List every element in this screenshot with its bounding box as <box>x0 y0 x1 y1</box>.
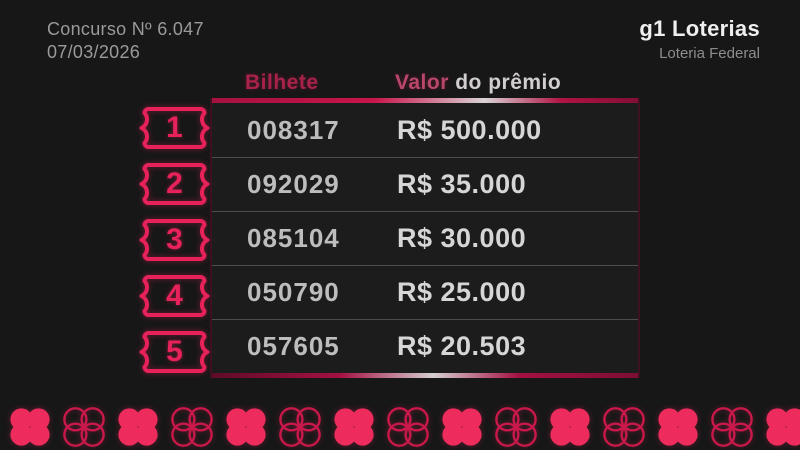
clover-outline-icon <box>171 407 213 447</box>
ticket-icon <box>139 219 210 261</box>
clover-filled-icon <box>550 408 590 446</box>
ticket-icon <box>139 275 210 317</box>
clover-filled-icon <box>334 408 374 446</box>
table-bottom-border <box>212 373 638 378</box>
clover-filled-icon <box>118 408 158 446</box>
clover-filled-icon <box>658 408 698 446</box>
clover-filled-icon <box>766 408 800 446</box>
table-top-border <box>212 98 638 103</box>
rank-1-ticket: 1 <box>137 105 212 151</box>
rank-number: 4 <box>166 279 183 312</box>
rank-3-ticket: 3 <box>137 217 212 263</box>
prize-value: R$ 30.000 <box>397 223 527 253</box>
table-row: 085104 R$ 30.000 <box>212 211 638 265</box>
rank-2-ticket: 2 <box>137 161 212 207</box>
column-header-prize: Valor do prêmio <box>395 71 561 95</box>
clover-filled-icon <box>10 408 50 446</box>
ticket-icon <box>139 163 210 205</box>
ticket-number: 092029 <box>247 169 340 199</box>
rank-5-ticket: 5 <box>137 329 212 375</box>
column-header-prize-accent: Valor <box>395 71 449 94</box>
clover-outline-icon <box>495 407 537 447</box>
table-row: 092029 R$ 35.000 <box>212 157 638 211</box>
clover-outline-icon <box>387 407 429 447</box>
brand-block: g1 Loterias Loteria Federal <box>639 16 760 62</box>
results-table: 008317 R$ 500.000 092029 R$ 35.000 08510… <box>210 98 640 378</box>
ticket-number: 050790 <box>247 277 340 307</box>
prize-value: R$ 500.000 <box>397 114 542 145</box>
rank-number: 1 <box>166 111 183 144</box>
ticket-icon <box>139 107 210 149</box>
prize-value: R$ 25.000 <box>397 277 527 307</box>
clover-outline-icon <box>603 407 645 447</box>
table-row: 057605 R$ 20.503 <box>212 319 638 373</box>
clover-outline-icon <box>711 407 753 447</box>
brand-subtitle: Loteria Federal <box>659 45 760 62</box>
contest-number: Concurso Nº 6.047 <box>47 19 204 39</box>
rank-4-ticket: 4 <box>137 273 212 319</box>
contest-info: Concurso Nº 6.047 07/03/2026 <box>47 18 204 64</box>
clover-strip <box>8 406 800 448</box>
ticket-icon <box>139 331 210 373</box>
rank-number: 5 <box>166 335 183 368</box>
column-header-ticket: Bilhete <box>245 71 319 94</box>
rank-number: 3 <box>166 223 183 256</box>
table-row: 050790 R$ 25.000 <box>212 265 638 319</box>
clover-filled-icon <box>442 408 482 446</box>
contest-date: 07/03/2026 <box>47 42 141 62</box>
brand-logo: g1 Loterias <box>639 16 760 41</box>
prize-value: R$ 35.000 <box>397 169 527 199</box>
ticket-number: 008317 <box>247 114 340 145</box>
clover-outline-icon <box>63 407 105 447</box>
ticket-number: 057605 <box>247 331 340 361</box>
table-row: 008317 R$ 500.000 <box>212 103 638 157</box>
ticket-number: 085104 <box>247 223 340 253</box>
rank-number: 2 <box>166 167 183 200</box>
column-header-prize-rest: do prêmio <box>448 71 562 94</box>
clover-outline-icon <box>279 407 321 447</box>
prize-value: R$ 20.503 <box>397 331 527 361</box>
clover-filled-icon <box>226 408 266 446</box>
